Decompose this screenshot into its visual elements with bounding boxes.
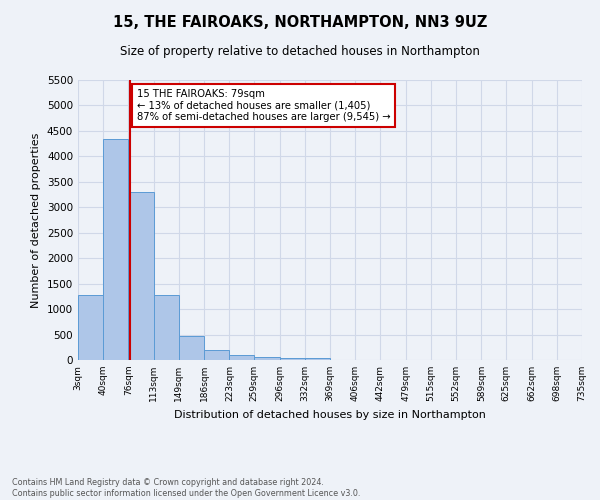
Text: 15 THE FAIROAKS: 79sqm
← 13% of detached houses are smaller (1,405)
87% of semi-: 15 THE FAIROAKS: 79sqm ← 13% of detached… bbox=[137, 89, 390, 122]
Text: 15, THE FAIROAKS, NORTHAMPTON, NN3 9UZ: 15, THE FAIROAKS, NORTHAMPTON, NN3 9UZ bbox=[113, 15, 487, 30]
Bar bbox=[128, 192, 154, 360]
Text: Size of property relative to detached houses in Northampton: Size of property relative to detached ho… bbox=[120, 45, 480, 58]
Bar bbox=[229, 354, 254, 360]
Y-axis label: Number of detached properties: Number of detached properties bbox=[31, 132, 41, 308]
Bar bbox=[254, 356, 280, 360]
Bar bbox=[179, 336, 204, 360]
X-axis label: Distribution of detached houses by size in Northampton: Distribution of detached houses by size … bbox=[174, 410, 486, 420]
Bar bbox=[154, 295, 179, 360]
Bar bbox=[305, 358, 330, 360]
Bar bbox=[280, 358, 305, 360]
Bar bbox=[103, 138, 128, 360]
Text: Contains HM Land Registry data © Crown copyright and database right 2024.
Contai: Contains HM Land Registry data © Crown c… bbox=[12, 478, 361, 498]
Bar bbox=[204, 350, 229, 360]
Bar bbox=[78, 296, 103, 360]
